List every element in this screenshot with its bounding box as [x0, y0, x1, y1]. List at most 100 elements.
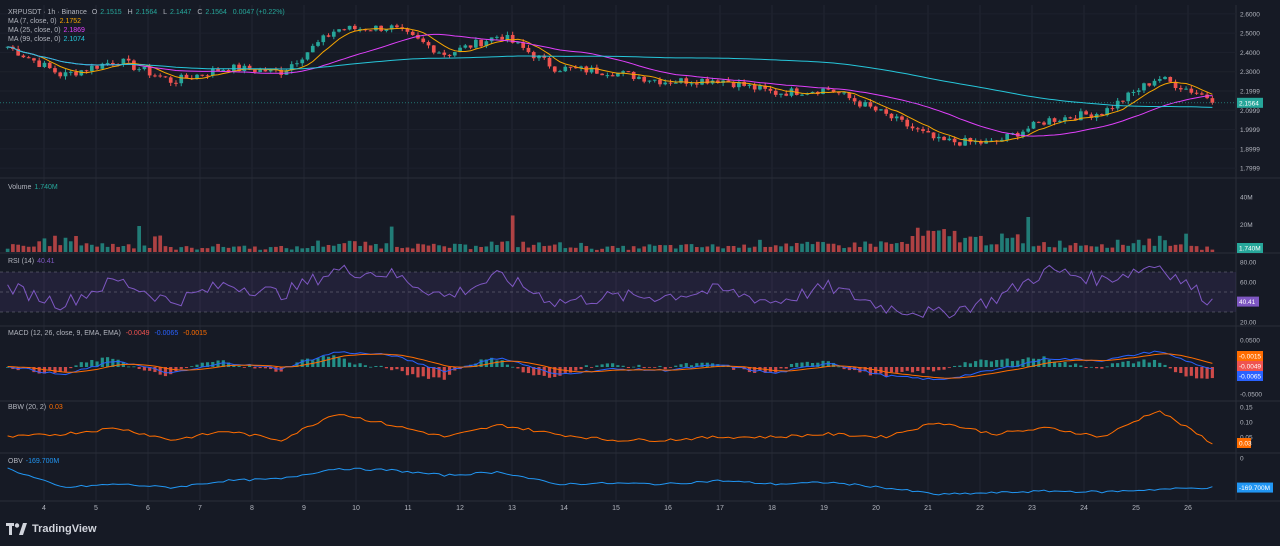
macd-histogram-bar: [332, 355, 336, 367]
candle-body: [784, 93, 789, 96]
volume-bar: [1189, 245, 1194, 252]
bbw-badge-bg: [1237, 438, 1251, 448]
macd-histogram-bar: [684, 363, 688, 367]
candle-body: [21, 55, 26, 58]
volume-bar: [573, 247, 578, 252]
close-label: C: [197, 9, 203, 16]
volume-bar: [1121, 244, 1125, 252]
macd-histogram-bar: [221, 360, 225, 367]
volume-bar: [431, 243, 436, 252]
macd-histogram-bar: [163, 367, 168, 377]
macd-histogram-bar: [732, 367, 736, 370]
candle-body: [879, 109, 883, 111]
volume-bar: [526, 247, 531, 252]
volume-bar: [779, 246, 783, 252]
ma25-legend[interactable]: MA (25, close, 0) 2.1869: [8, 27, 88, 34]
volume-bar: [510, 215, 515, 252]
volume-bar: [1100, 244, 1104, 252]
rsi-legend[interactable]: RSI (14) 40.41: [8, 258, 58, 265]
candle-body: [831, 89, 836, 93]
macd-histogram-group: [6, 355, 1214, 380]
macd-histogram-bar: [127, 366, 131, 368]
volume-bar: [237, 246, 241, 252]
volume-bar: [626, 249, 631, 252]
ma7-legend[interactable]: MA (7, close, 0) 2.1752: [8, 18, 84, 25]
obv-label: OBV: [8, 458, 23, 465]
macd-histogram-bar: [263, 367, 267, 369]
macd-histogram-bar: [63, 367, 68, 372]
volume-bar: [331, 245, 336, 252]
candle-body: [679, 78, 683, 83]
candle-body: [1057, 120, 1062, 122]
macd-histogram-bar: [937, 367, 941, 371]
volume-bar: [1005, 238, 1010, 252]
volume-bar: [773, 245, 778, 252]
volume-bar: [232, 246, 236, 252]
macd-histogram-bar: [658, 365, 662, 367]
candle-body: [358, 28, 362, 30]
candle-body: [858, 101, 862, 107]
price-axis-label: 2.5000: [1240, 31, 1260, 38]
macd-legend[interactable]: MACD (12, 26, close, 9, EMA, EMA) -0.004…: [8, 330, 210, 337]
obv-legend[interactable]: OBV -169.700M: [8, 458, 62, 465]
macd-histogram-bar: [900, 367, 904, 372]
low-value: 2.1447: [169, 9, 192, 16]
macd-signal-line: [7, 353, 1213, 379]
time-axis-label-24: 24: [1080, 505, 1088, 512]
volume-bar: [679, 244, 683, 252]
tradingview-logo[interactable]: TradingView: [6, 523, 97, 535]
candle-body: [126, 58, 131, 61]
candle-body: [452, 52, 457, 56]
macd-histogram-bar: [1010, 361, 1015, 367]
volume-bar: [358, 245, 362, 252]
candle-body: [758, 85, 762, 90]
candle-body: [247, 65, 252, 70]
candle-body: [1173, 81, 1178, 89]
macd-histogram-bar: [348, 362, 352, 367]
macd-histogram-bar: [674, 365, 678, 367]
volume-bar: [132, 248, 136, 252]
macd-histogram-bar: [6, 367, 10, 368]
macd-histogram-bar: [326, 356, 331, 367]
macd-histogram-bar: [511, 366, 515, 368]
macd-histogram-bar: [95, 361, 99, 367]
volume-bars-group: [5, 215, 1215, 252]
volume-bar: [74, 236, 78, 252]
bbw-legend[interactable]: BBW (20, 2) 0.03: [8, 404, 66, 411]
volume-bar: [384, 243, 389, 252]
candle-body: [168, 77, 173, 83]
candle-body: [58, 72, 63, 77]
rsi-value: 40.41: [37, 258, 55, 265]
volume-bar: [247, 248, 252, 252]
macd-histogram-bar: [142, 367, 146, 371]
time-axis-label-11: 11: [404, 505, 411, 512]
macd-histogram-bar: [1105, 366, 1109, 368]
candles-group: [5, 23, 1215, 147]
volume-bar: [658, 244, 662, 252]
ma99-legend[interactable]: MA (99, close, 0) 2.1074: [8, 36, 88, 43]
ma25-value: 2.1869: [63, 27, 85, 34]
volume-bar: [452, 243, 457, 252]
price-axis-label: 1.9999: [1240, 127, 1260, 134]
candle-body: [600, 73, 604, 76]
macd-histogram-bar: [1058, 362, 1062, 367]
volume-bar: [16, 244, 20, 252]
macd-histogram-bar: [768, 367, 773, 372]
macd-histogram-bar: [826, 361, 830, 367]
macd-histogram-bar: [442, 367, 446, 380]
volume-bar: [516, 247, 520, 252]
candle-body: [637, 76, 641, 79]
macd-histogram-bar: [84, 362, 89, 367]
volume-bar: [363, 241, 368, 252]
macd-histogram-bar: [1137, 361, 1141, 367]
candle-body: [1210, 98, 1215, 103]
volume-bar: [37, 241, 42, 252]
candle-body: [573, 67, 578, 69]
volume-bar: [484, 246, 489, 252]
macd-histogram-bar: [1079, 365, 1083, 367]
volume-bar: [558, 242, 562, 252]
volume-legend[interactable]: Volume 1.740M: [8, 184, 61, 191]
volume-bar: [994, 244, 999, 252]
